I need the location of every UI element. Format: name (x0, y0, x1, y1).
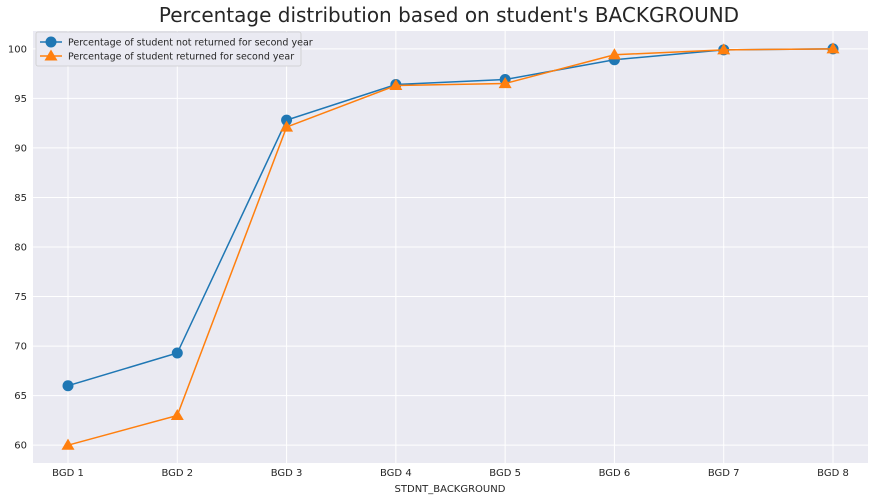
y-tick-label: 95 (14, 94, 27, 105)
x-tick-label: BGD 1 (52, 468, 84, 479)
chart-title: Percentage distribution based on student… (159, 3, 739, 27)
legend-item: Percentage of student returned for secon… (40, 49, 294, 63)
y-tick-label: 85 (14, 193, 27, 204)
x-tick-label: BGD 8 (817, 468, 849, 479)
data-point (281, 114, 293, 126)
x-axis-label: STDNT_BACKGROUND (395, 484, 506, 495)
data-point (61, 438, 75, 450)
series-line (67, 48, 834, 446)
y-tick-label: 70 (14, 342, 27, 353)
y-tick-label: 60 (14, 441, 27, 452)
data-point (62, 380, 74, 392)
legend-label: Percentage of student returned for secon… (68, 52, 294, 63)
x-tick-label: BGD 3 (271, 468, 303, 479)
data-point (170, 408, 184, 420)
x-axis-ticks: BGD 1 BGD 2 BGD 3 BGD 4 BGD 5 BGD 6 BGD 7 BGD 8 (52, 468, 849, 479)
y-axis-ticks: 60 65 70 75 80 85 90 95 100 (8, 44, 27, 451)
data-point (389, 78, 403, 91)
x-tick-label: BGD 7 (708, 468, 740, 479)
y-tick-label: 100 (8, 44, 27, 55)
data-point (826, 42, 840, 54)
y-tick-label: 80 (14, 243, 27, 254)
series-line (67, 48, 834, 387)
series-2 (61, 42, 840, 450)
x-tick-label: BGD 5 (489, 468, 521, 479)
data-point (498, 77, 512, 89)
legend-box (35, 31, 302, 67)
data-point (280, 120, 294, 132)
data-point (717, 43, 731, 55)
y-tick-label: 90 (14, 143, 27, 154)
data-point (171, 347, 183, 359)
legend-marker (44, 49, 58, 61)
legend-item: Percentage of student not returned for s… (40, 36, 313, 49)
y-tick-label: 75 (14, 292, 27, 303)
legend-marker (45, 36, 57, 48)
data-point (607, 48, 621, 60)
x-tick-label: BGD 4 (380, 468, 412, 479)
x-tick-label: BGD 6 (599, 468, 631, 479)
legend: Percentage of student not returned for s… (35, 31, 313, 67)
legend-label: Percentage of student not returned for s… (68, 38, 313, 49)
series-layer (61, 42, 840, 450)
y-tick-label: 65 (14, 391, 27, 402)
x-tick-label: BGD 2 (161, 468, 193, 479)
